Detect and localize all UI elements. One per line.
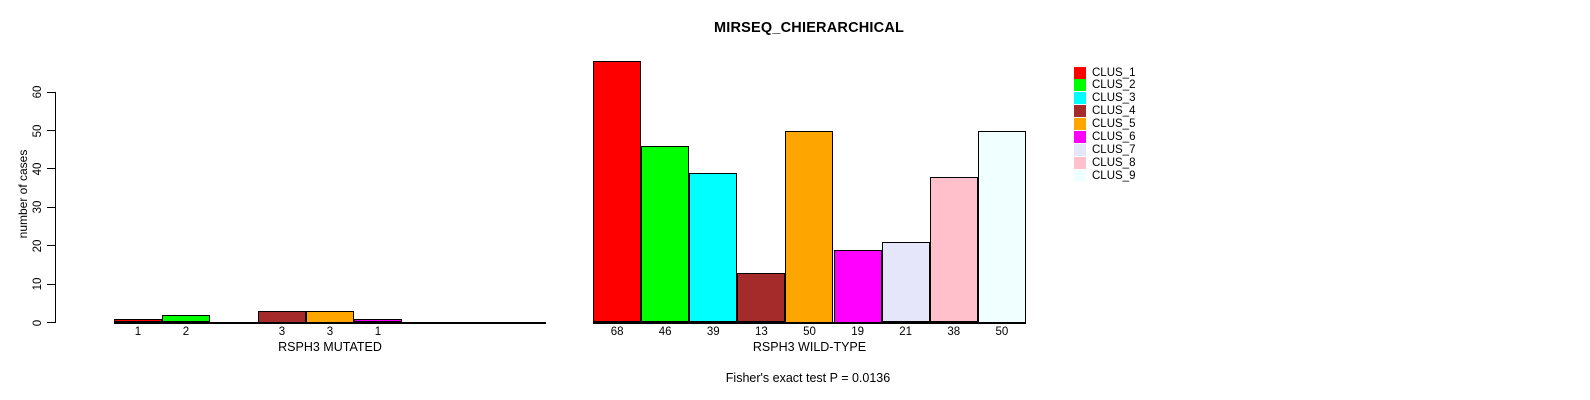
legend-label-clus_4: CLUS_4 — [1092, 105, 1136, 118]
legend-label-clus_2: CLUS_2 — [1092, 79, 1136, 92]
y-axis-label: number of cases — [16, 149, 30, 239]
legend-label-clus_3: CLUS_3 — [1092, 92, 1136, 105]
panel-rsph3-wild-type: RSPH3 WILD-TYPE 68 46 39 13 50 19 21 38 50 — [593, 0, 1026, 400]
legend-swatch-clus_8 — [1074, 156, 1086, 169]
legend-swatch-clus_4 — [1074, 105, 1086, 118]
bar-clus_6 — [833, 249, 882, 323]
y-tick-label: 30 — [32, 200, 44, 214]
y-tick-label: 40 — [32, 162, 44, 176]
bar-value-label: 3 — [326, 326, 334, 338]
bar-clus_6 — [354, 318, 402, 323]
legend-swatch-clus_6 — [1074, 131, 1086, 143]
bar-value-label: 46 — [658, 326, 672, 338]
y-tick-label: 20 — [32, 239, 44, 253]
bar-value-label: 1 — [134, 326, 142, 338]
group-label-wild-type: RSPH3 WILD-TYPE — [752, 340, 867, 354]
bar-clus_4 — [737, 272, 786, 323]
x-axis-line-wild-type — [593, 322, 1026, 324]
legend-label-clus_1: CLUS_1 — [1092, 66, 1136, 79]
y-tick — [47, 91, 55, 93]
bar-clus_7 — [881, 241, 930, 323]
bar-clus_4 — [258, 311, 306, 323]
y-tick — [47, 168, 55, 170]
y-tick-label: 10 — [32, 277, 44, 291]
bar-clus_1 — [114, 318, 162, 323]
panel-rsph3-mutated: RSPH3 MUTATED 1 2 3 3 1 — [114, 0, 546, 400]
bar-value-label: 68 — [610, 326, 624, 338]
bar-clus_1 — [593, 61, 642, 323]
group-label-mutated: RSPH3 MUTATED — [278, 340, 382, 354]
bar-clus_2 — [162, 314, 210, 323]
bar-value-label: 39 — [706, 326, 720, 338]
chart-title: MIRSEQ_CHIERARCHICAL — [713, 20, 905, 36]
bar-clus_5 — [306, 311, 354, 323]
legend-swatch-clus_9 — [1074, 169, 1086, 182]
legend-label-clus_8: CLUS_8 — [1092, 156, 1136, 169]
y-axis-line — [55, 92, 57, 323]
bar-value-label: 50 — [803, 326, 816, 338]
y-tick — [47, 283, 55, 285]
legend-label-clus_6: CLUS_6 — [1092, 131, 1136, 143]
bar-clus_3 — [689, 172, 738, 323]
bar-value-label: 1 — [374, 326, 382, 338]
legend-label-clus_9: CLUS_9 — [1092, 169, 1136, 182]
bar-clus_2 — [641, 145, 690, 323]
legend-swatch-clus_2 — [1074, 79, 1086, 92]
legend-label-clus_7: CLUS_7 — [1092, 143, 1136, 156]
y-tick-label: 50 — [32, 124, 44, 137]
y-tick — [47, 206, 55, 208]
y-tick — [47, 245, 55, 247]
x-axis-line-mutated — [114, 322, 546, 324]
y-tick — [47, 321, 55, 324]
fisher-test-annotation: Fisher's exact test P = 0.0136 — [725, 371, 891, 385]
legend-swatch-clus_1 — [1074, 66, 1086, 79]
bar-clus_9 — [977, 130, 1026, 323]
legend-label-clus_5: CLUS_5 — [1092, 118, 1136, 131]
legend-swatch-clus_7 — [1074, 143, 1086, 156]
bar-value-label: 50 — [995, 326, 1009, 338]
bar-value-label: 21 — [899, 326, 913, 338]
y-tick-label: 0 — [32, 319, 44, 326]
bar-clus_5 — [785, 130, 834, 323]
bar-value-label: 19 — [851, 326, 864, 338]
y-tick — [47, 129, 55, 132]
bar-value-label: 3 — [278, 326, 286, 338]
legend-swatch-clus_3 — [1074, 92, 1086, 105]
bar-value-label: 38 — [947, 326, 961, 338]
legend-swatch-clus_5 — [1074, 118, 1086, 131]
y-tick-label: 60 — [32, 85, 44, 99]
bar-clus_8 — [929, 176, 978, 323]
bar-value-label: 2 — [182, 326, 190, 338]
bar-value-label: 13 — [754, 326, 768, 338]
